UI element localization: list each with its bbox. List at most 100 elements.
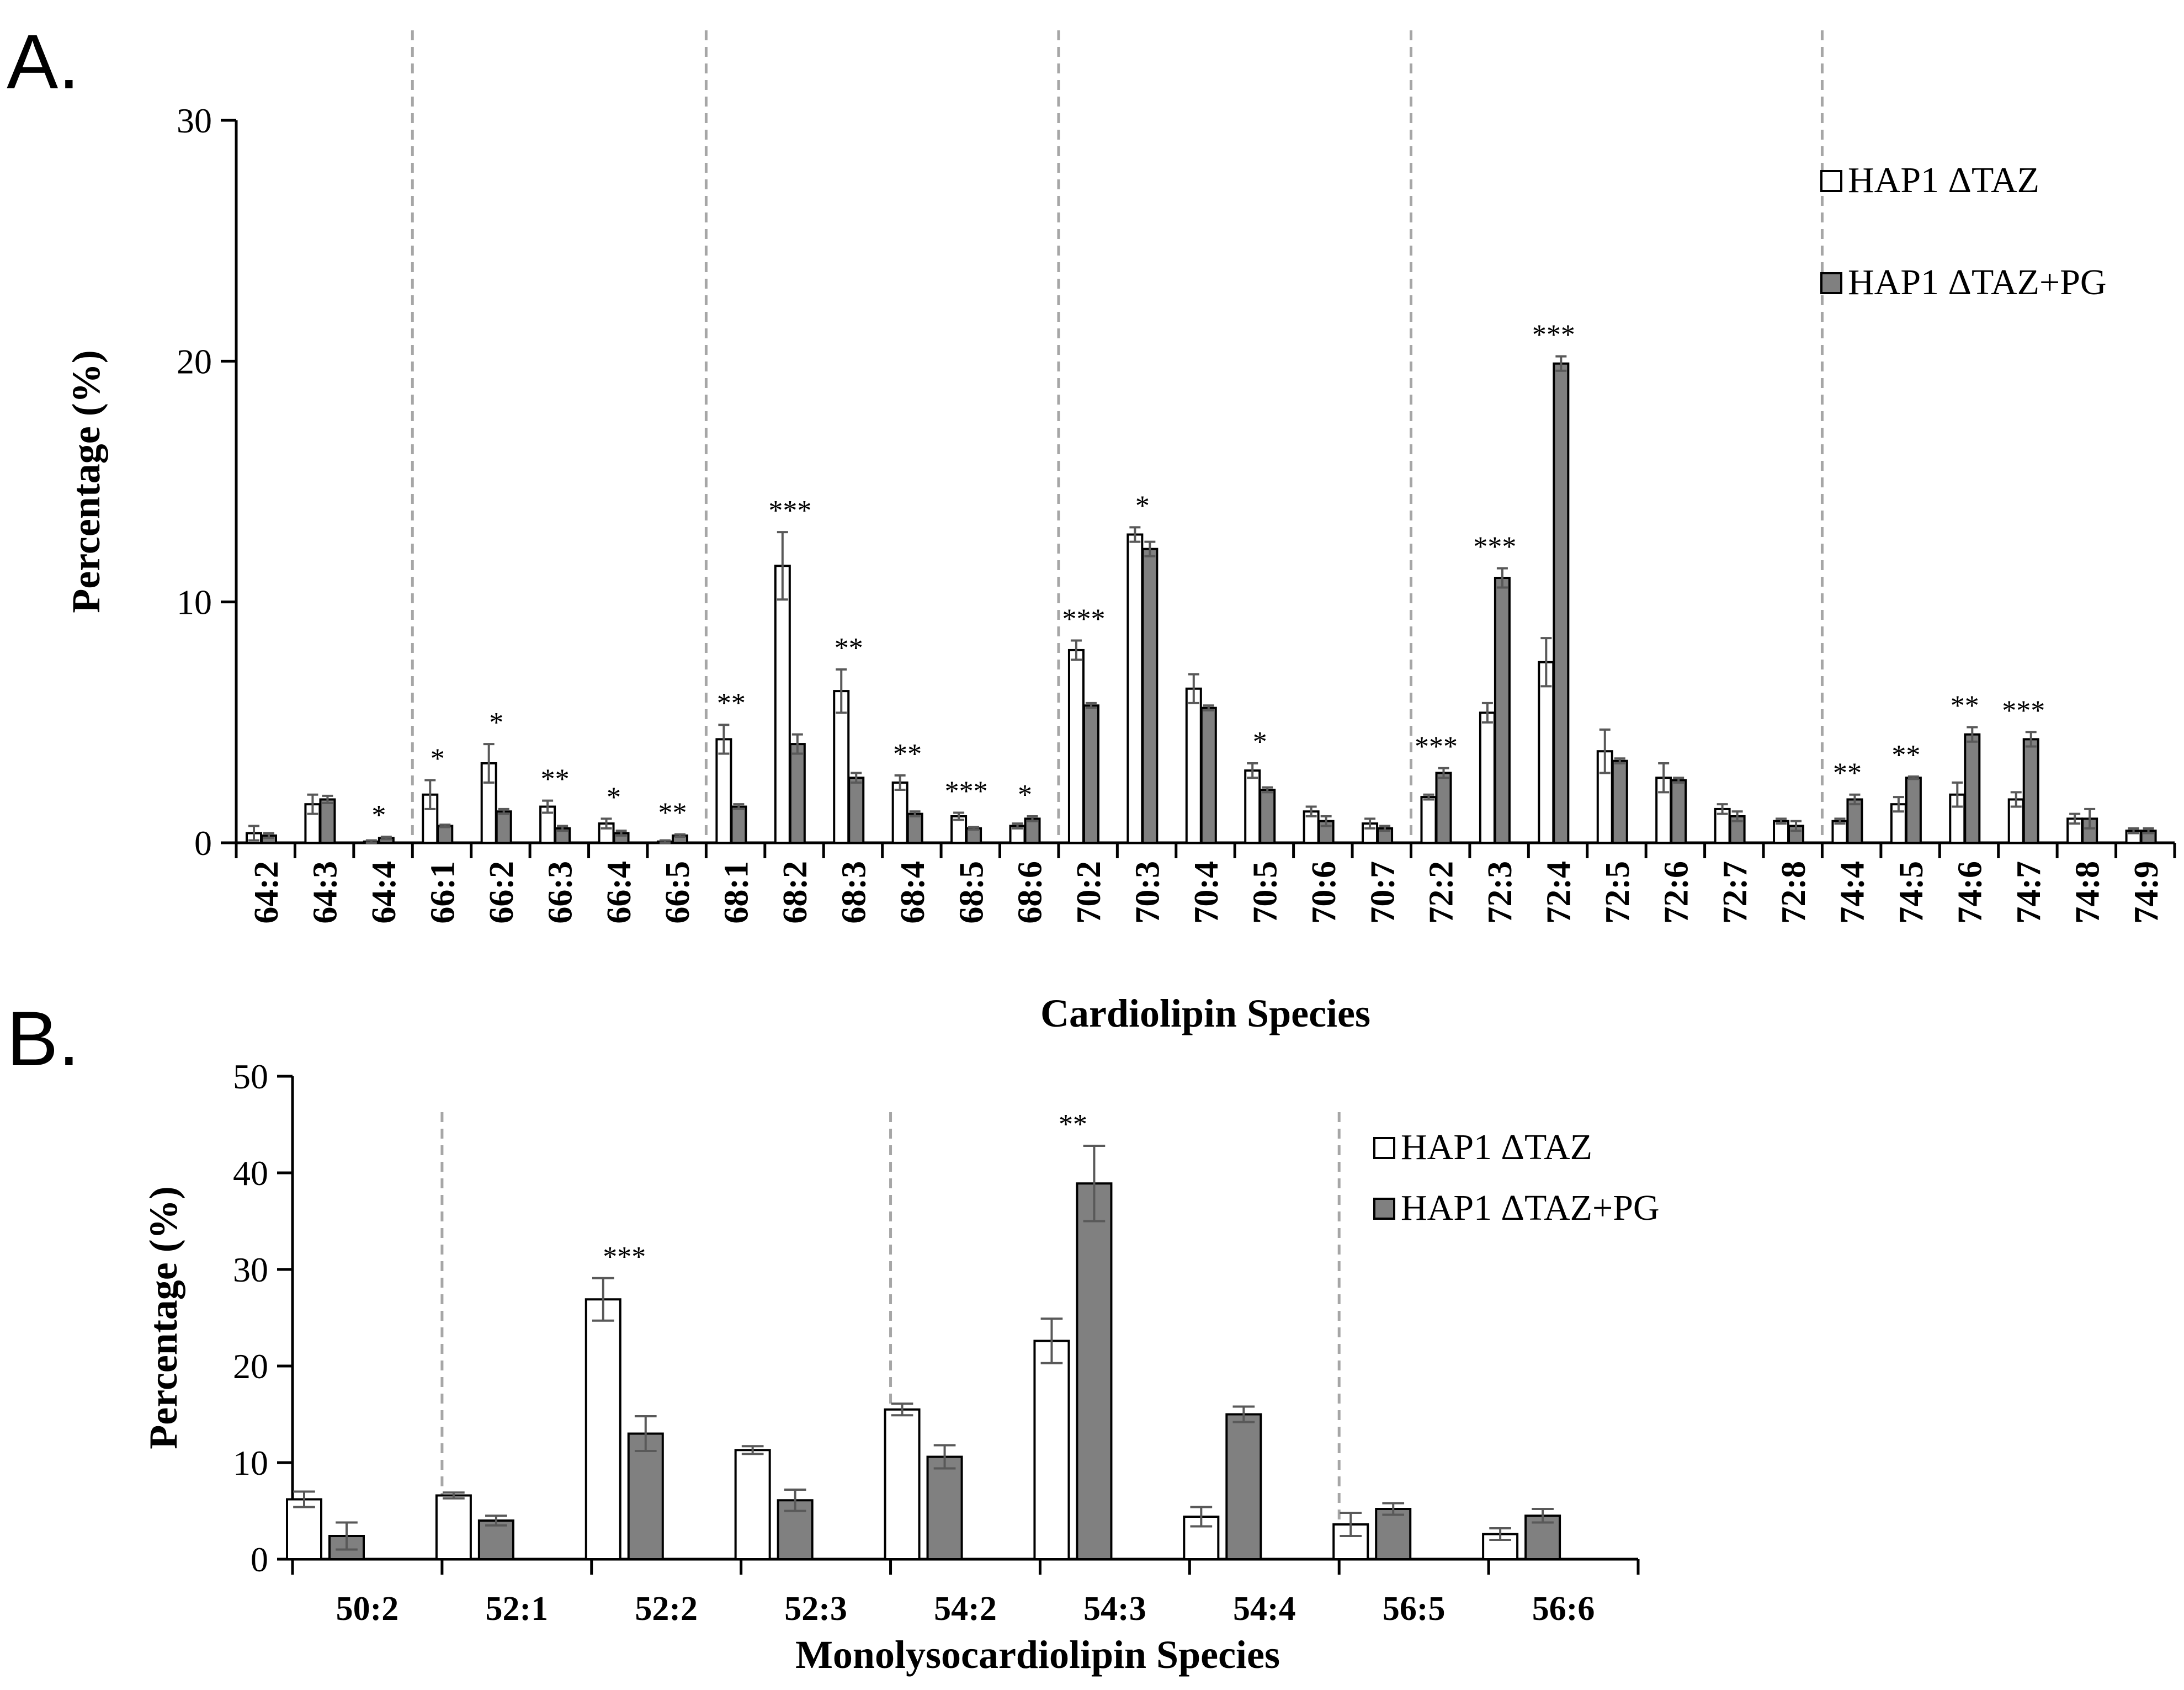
y-tick-label-5: 50 [233, 1057, 268, 1096]
x-tick-label-14: 70:2 [1070, 861, 1108, 924]
x-tick-label-11: 68:4 [894, 861, 932, 924]
significance-label-20: *** [1415, 731, 1458, 763]
bar-taz-70-5 [1244, 769, 1261, 844]
x-tick-label-7: 66:5 [659, 861, 697, 924]
bar-taz-52-3 [734, 1449, 771, 1560]
bar-taz-pg-74-4 [1846, 798, 1863, 844]
x-tick-label-1: 52:1 [486, 1590, 549, 1628]
legend-swatch-1 [1373, 1198, 1395, 1220]
bar-taz-56-5 [1332, 1523, 1369, 1560]
bar-taz-pg-56-5 [1375, 1508, 1412, 1560]
significance-label-8: ** [717, 688, 746, 719]
bar-taz-pg-70-2 [1082, 704, 1099, 844]
panel-b-monolysocardiolipin-chart: B. 0 10 20 30 40 50 50:2 52:1 *** 52:2 52:3 54:2 ** 5… [7, 995, 1660, 1677]
bar-taz-52-1 [435, 1494, 472, 1560]
significance-label-15: * [1135, 490, 1150, 522]
x-tick-label-8: 68:1 [718, 861, 756, 924]
significance-label-22: *** [1532, 320, 1575, 351]
x-tick-label-22: 72:4 [1540, 861, 1578, 924]
bar-taz-68-2 [774, 565, 791, 844]
x-tick-label-1: 64:3 [307, 861, 344, 924]
bar-taz-pg-70-3 [1141, 548, 1159, 844]
bar-taz-70-4 [1185, 687, 1202, 844]
x-tick-label-32: 74:9 [2128, 861, 2165, 924]
y-tick-label-2: 20 [177, 342, 212, 381]
x-tick-label-3: 66:1 [424, 861, 461, 924]
bar-taz-52-2 [584, 1298, 621, 1560]
x-axis-title: Monolysocardiolipin Species [795, 1633, 1280, 1677]
significance-label-7: ** [658, 798, 687, 829]
bar-taz-pg-72-6 [1670, 779, 1687, 844]
legend-label-0: HAP1 ΔTAZ [1848, 160, 2039, 200]
y-axis-title: Percentage (%) [64, 350, 108, 613]
bar-taz-pg-68-6 [1024, 817, 1041, 844]
bar-taz-54-3 [1033, 1340, 1070, 1560]
x-tick-label-17: 70:5 [1246, 861, 1284, 924]
bar-taz-50-2 [286, 1498, 322, 1560]
legend-label-1: HAP1 ΔTAZ+PG [1848, 262, 2107, 302]
x-tick-label-3: 52:3 [784, 1590, 847, 1628]
bar-taz-68-4 [891, 781, 908, 844]
y-tick-label-0: 0 [251, 1540, 268, 1579]
bar-taz-pg-52-1 [477, 1519, 514, 1560]
bar-taz-pg-68-1 [730, 805, 747, 844]
x-axis-title: Cardiolipin Species [1040, 991, 1370, 1035]
x-tick-label-19: 70:7 [1364, 861, 1401, 924]
x-tick-label-18: 70:6 [1305, 861, 1343, 924]
bar-taz-pg-74-5 [1905, 777, 1922, 844]
x-tick-label-29: 74:6 [1952, 861, 1989, 924]
x-tick-label-7: 56:5 [1383, 1590, 1446, 1628]
y-tick-label-1: 10 [177, 583, 212, 622]
legend-label-1: HAP1 ΔTAZ+PG [1401, 1188, 1660, 1228]
significance-label-2: *** [603, 1241, 646, 1273]
x-tick-label-28: 74:5 [1893, 861, 1930, 924]
x-tick-label-0: 50:2 [336, 1590, 399, 1628]
panel-b-letter: B. [7, 995, 79, 1082]
significance-label-12: *** [945, 775, 988, 807]
significance-label-4: * [489, 707, 503, 738]
bar-taz-pg-68-3 [848, 777, 865, 844]
y-tick-label-2: 20 [233, 1347, 268, 1386]
x-tick-label-21: 72:3 [1481, 861, 1519, 924]
x-tick-label-5: 66:3 [541, 861, 579, 924]
x-tick-label-30: 74:7 [2010, 861, 2048, 924]
significance-label-30: *** [2002, 695, 2045, 726]
significance-label-11: ** [893, 738, 922, 770]
x-tick-label-25: 72:7 [1717, 861, 1754, 924]
bar-taz-pg-54-2 [926, 1455, 963, 1560]
x-tick-label-6: 54:4 [1233, 1590, 1296, 1628]
y-axis-title: Percentage (%) [141, 1186, 185, 1449]
x-tick-label-9: 68:2 [777, 861, 814, 924]
bar-taz-pg-72-4 [1553, 362, 1570, 844]
x-tick-label-4: 54:2 [934, 1590, 997, 1628]
significance-label-2: * [371, 800, 386, 831]
bar-taz-pg-70-5 [1259, 789, 1276, 844]
significance-label-13: * [1018, 779, 1032, 811]
bar-taz-pg-72-2 [1435, 772, 1452, 844]
y-tick-label-3: 30 [233, 1250, 268, 1289]
y-tick-label-3: 30 [177, 101, 212, 140]
x-tick-label-20: 72:2 [1423, 861, 1460, 924]
significance-label-9: *** [768, 495, 811, 527]
x-tick-label-24: 72:6 [1657, 861, 1695, 924]
significance-label-5: ** [541, 764, 570, 795]
x-tick-label-31: 74:8 [2069, 861, 2106, 924]
bar-taz-pg-68-2 [789, 743, 806, 844]
bar-taz-70-2 [1067, 649, 1085, 844]
x-tick-label-16: 70:4 [1188, 861, 1225, 924]
x-tick-label-5: 54:3 [1083, 1590, 1146, 1628]
bar-taz-pg-72-3 [1494, 577, 1511, 844]
x-tick-label-12: 68:5 [953, 861, 990, 924]
bar-taz-68-1 [715, 738, 732, 844]
bar-taz-pg-52-2 [627, 1432, 664, 1560]
significance-label-10: ** [835, 633, 863, 664]
bar-taz-72-4 [1538, 661, 1555, 844]
bar-taz-pg-72-5 [1611, 759, 1628, 844]
bar-taz-pg-74-6 [1964, 733, 1981, 844]
significance-label-21: *** [1473, 532, 1516, 563]
x-tick-label-23: 72:5 [1599, 861, 1636, 924]
bar-taz-pg-70-4 [1200, 706, 1217, 844]
y-tick-label-4: 40 [233, 1154, 268, 1193]
